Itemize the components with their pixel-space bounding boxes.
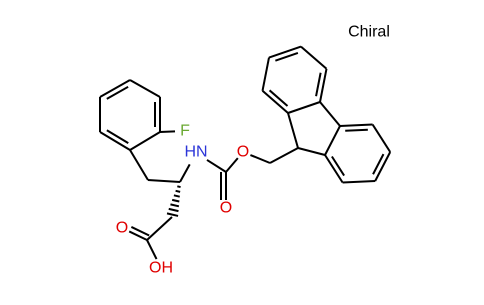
bond — [175, 189, 181, 193]
bond — [179, 163, 191, 183]
bond — [261, 57, 270, 91]
bond — [147, 179, 181, 183]
atom-label-fluorine: F — [180, 123, 190, 140]
bond — [146, 239, 158, 260]
bond — [324, 154, 344, 184]
bond — [130, 226, 150, 237]
chiral-annotation: Chiral — [348, 24, 390, 41]
bond — [170, 203, 180, 208]
bond — [324, 125, 341, 156]
bond — [225, 157, 239, 173]
bond — [173, 194, 180, 198]
atom-label-hydroxyl: OH — [149, 260, 173, 277]
bond — [129, 149, 149, 181]
bond — [342, 180, 376, 184]
bond — [268, 45, 302, 59]
bond — [371, 123, 392, 153]
bond — [300, 45, 328, 70]
bond — [99, 79, 131, 98]
bond — [166, 212, 179, 217]
bond — [269, 147, 299, 164]
bond — [177, 185, 181, 189]
atom-label-oxygen: O — [220, 200, 232, 217]
bond — [287, 112, 299, 149]
bond — [99, 131, 131, 151]
bond — [331, 155, 345, 177]
bond — [106, 85, 129, 100]
bond — [129, 79, 161, 98]
bond — [315, 72, 322, 97]
bond — [287, 101, 321, 114]
bond — [319, 101, 341, 127]
bond — [345, 128, 368, 132]
bond — [297, 147, 326, 156]
atom-label-oxygen: O — [237, 144, 249, 161]
atom-label-oxygen: O — [116, 220, 128, 237]
bond — [128, 230, 148, 241]
bond — [374, 151, 392, 182]
atom-label-amine: HN — [184, 144, 207, 161]
bond — [268, 89, 289, 107]
bond — [261, 90, 289, 114]
bond — [171, 198, 180, 203]
bond — [319, 68, 328, 103]
bond — [168, 207, 179, 213]
bond — [372, 153, 385, 175]
bond — [339, 123, 373, 127]
bond — [146, 216, 173, 241]
bond — [250, 154, 271, 164]
bond — [159, 130, 176, 133]
bond — [129, 131, 161, 151]
bond — [275, 52, 299, 62]
bond — [106, 129, 129, 144]
bond — [206, 159, 227, 173]
